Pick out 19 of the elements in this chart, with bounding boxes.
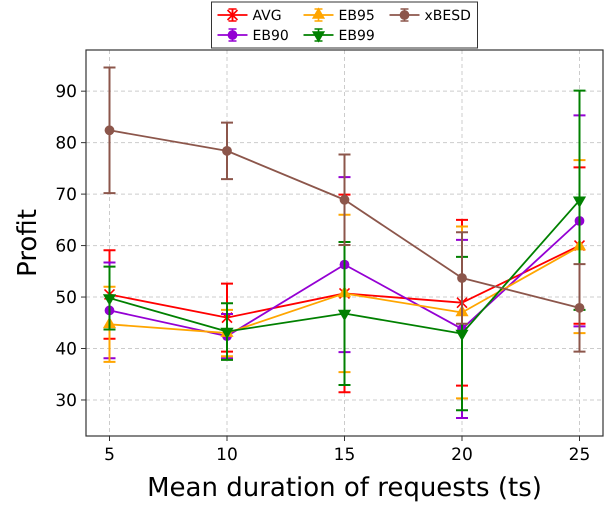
- x-tick-label: 5: [104, 445, 115, 465]
- x-tick-label: 20: [451, 445, 473, 465]
- legend-label: xBESD: [424, 8, 471, 24]
- legend-label: EB90: [252, 28, 289, 44]
- x-tick-label: 25: [568, 445, 590, 465]
- legend-label: EB99: [338, 28, 375, 44]
- y-tick-label: 50: [55, 288, 77, 308]
- y-tick-label: 60: [55, 236, 77, 257]
- x-tick-label: 15: [334, 445, 356, 465]
- y-tick-label: 30: [55, 390, 77, 411]
- x-axis-title: Mean duration of requests (ts): [147, 473, 542, 503]
- y-tick-label: 80: [55, 134, 77, 154]
- legend-label: AVG: [252, 8, 282, 24]
- y-axis-title: Profit: [13, 209, 43, 277]
- legend-label: EB95: [338, 8, 375, 24]
- y-tick-label: 40: [55, 339, 77, 360]
- y-tick-label: 70: [55, 185, 77, 206]
- x-tick-label: 10: [216, 445, 238, 465]
- y-tick-label: 90: [55, 82, 77, 102]
